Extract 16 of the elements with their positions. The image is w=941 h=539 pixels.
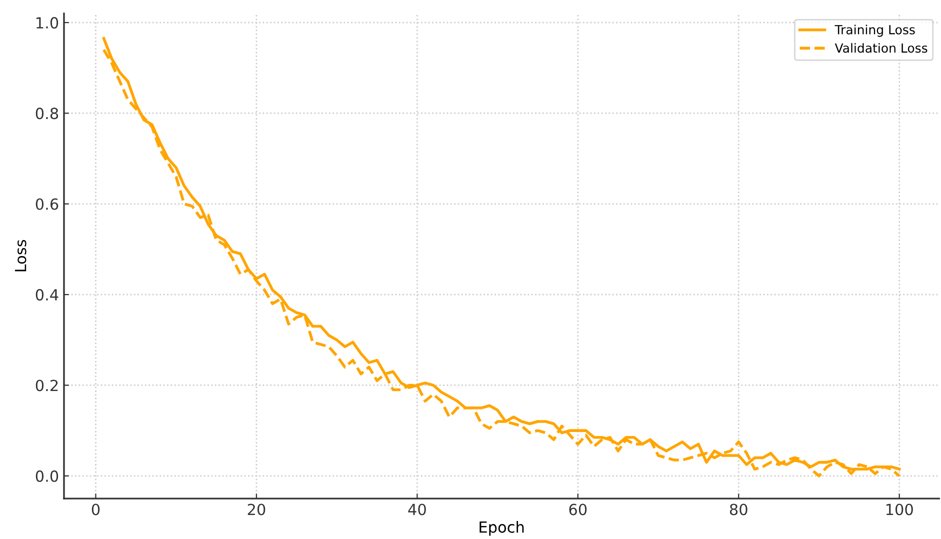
x-tick-label: 0 [92,504,100,516]
legend-label: Validation Loss [834,43,928,53]
y-tick-label: 0.4 [36,289,58,301]
y-tick-label: 0.8 [36,108,58,120]
x-tick-label: 80 [730,504,748,516]
y-tick-label: 1.0 [36,17,58,29]
x-tick-label: 20 [248,504,266,516]
y-tick-label: 0.2 [36,380,58,392]
x-tick-label: 40 [408,504,426,516]
legend-label: Training Loss [834,24,915,37]
y-tick-label: 0.6 [36,198,58,210]
y-tick-label: 0.0 [36,470,58,482]
x-axis-title: Epoch [480,521,524,536]
x-tick-label: 60 [569,504,587,516]
x-tick-label: 100 [886,504,913,516]
y-axis-title: Loss [14,240,26,272]
